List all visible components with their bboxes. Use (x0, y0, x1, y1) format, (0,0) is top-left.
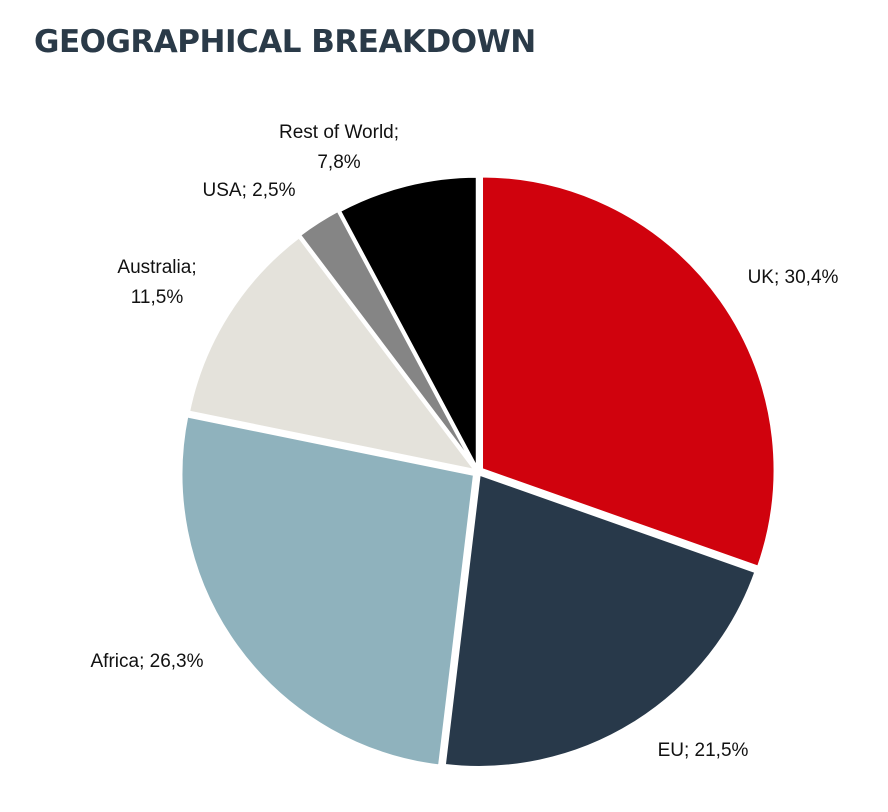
data-label-line: Rest of World; (279, 122, 399, 143)
data-label-africa: Africa; 26,3% (91, 651, 204, 672)
pie-slice-africa (179, 413, 477, 768)
pie-slice-uk (479, 173, 778, 570)
pie-slices (179, 173, 778, 770)
pie-slice-australia (186, 234, 479, 473)
data-label-line: USA; 2,5% (203, 180, 296, 201)
data-label-rest-of-world: Rest of World; 7,8% (279, 122, 399, 173)
data-label-australia: Australia; 11,5% (117, 257, 196, 308)
data-label-eu: EU; 21,5% (658, 740, 749, 761)
data-label-uk: UK; 30,4% (748, 267, 839, 288)
data-label-line: Australia; (117, 257, 196, 278)
data-label-line: 7,8% (317, 152, 360, 173)
pie-slice-eu (442, 471, 759, 770)
data-label-usa: USA; 2,5% (203, 180, 296, 201)
pie-labels: UK; 30,4% EU; 21,5% Africa; 26,3% Australia… (91, 122, 839, 761)
data-label-line: Africa; 26,3% (91, 651, 204, 672)
data-label-line: UK; 30,4% (748, 267, 839, 288)
pie-slice-rest-of-world (337, 174, 480, 472)
data-label-line: 11,5% (131, 287, 184, 308)
data-label-line: EU; 21,5% (658, 740, 749, 761)
chart-title: GEOGRAPHICAL BREAKDOWN (34, 24, 536, 60)
